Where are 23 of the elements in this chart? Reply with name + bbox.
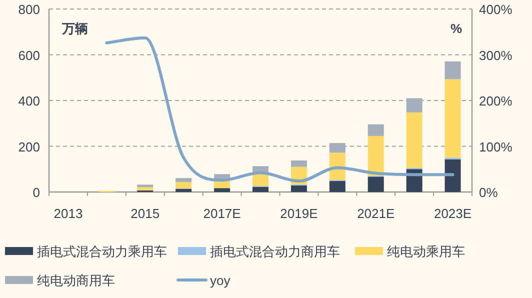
y2-tick-label: 300% [479,48,513,63]
x-tick-label: 2019E [280,206,318,221]
y2-tick-label: 100% [479,139,513,154]
legend-label: yoy [210,273,231,288]
x-tick-label: 2017E [203,206,242,221]
y-tick-label: 200 [18,139,40,154]
y2-tick-label: 200% [479,94,513,108]
legend-label: 纯电动商用车 [37,273,115,288]
x-tick-label: 2023E [434,206,472,221]
y-tick-label: 800 [18,2,40,17]
y-tick-label: 400 [18,94,40,108]
y2-axis-title: % [450,21,462,36]
y2-tick-label: 400% [479,2,513,17]
x-tick-label: 2013 [54,206,83,221]
legend-label: 纯电动乘用车 [387,244,465,259]
legend-label: 插电式混合动力乘用车 [37,244,167,259]
y-tick-label: 0 [32,185,40,200]
x-tick-label: 2015 [130,206,160,221]
legend-label: 插电式混合动力商用车 [210,244,340,259]
y-tick-label: 600 [18,48,40,63]
x-tick-label: 2021E [357,206,395,221]
y-axis-title: 万辆 [61,21,88,36]
y2-tick-label: 0% [479,185,498,200]
